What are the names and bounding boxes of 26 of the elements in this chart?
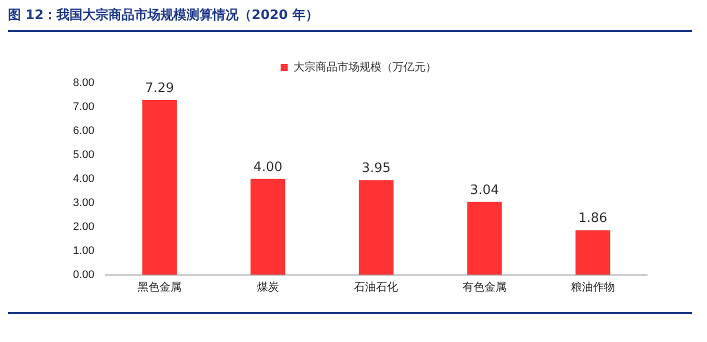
x-tick-label: 黑色金属	[138, 281, 182, 294]
bar	[250, 178, 286, 275]
x-tick-label: 粮油作物	[570, 280, 615, 294]
y-tick-label: 5.00	[72, 148, 94, 161]
y-tick-label: 3.00	[72, 196, 94, 209]
y-tick-label: 0.00	[72, 268, 94, 281]
x-tick-label: 有色金属	[462, 281, 507, 294]
legend-label: 大宗商品市场规模（万亿元）	[293, 60, 436, 74]
bar	[142, 100, 177, 275]
chart-title: 图 12：我国大宗商品市场规模测算情况（2020 年）	[8, 6, 318, 24]
data-label: 1.86	[578, 211, 608, 226]
y-tick-label: 6.00	[72, 124, 94, 137]
data-label: 7.29	[145, 80, 174, 96]
data-label: 4.00	[253, 160, 282, 175]
y-tick-label: 1.00	[72, 244, 94, 257]
data-label: 3.04	[470, 182, 499, 198]
x-tick-label: 煤炭	[256, 280, 279, 294]
x-tick-label: 石油石化	[354, 280, 398, 294]
y-tick-label: 7.00	[72, 101, 94, 114]
y-tick-label: 8.00	[72, 77, 94, 90]
bar	[358, 180, 394, 275]
bar	[576, 230, 610, 275]
bar	[467, 202, 502, 275]
data-label: 3.95	[362, 160, 391, 176]
y-tick-label: 2.00	[72, 220, 94, 233]
y-tick-label: 4.00	[72, 172, 94, 185]
